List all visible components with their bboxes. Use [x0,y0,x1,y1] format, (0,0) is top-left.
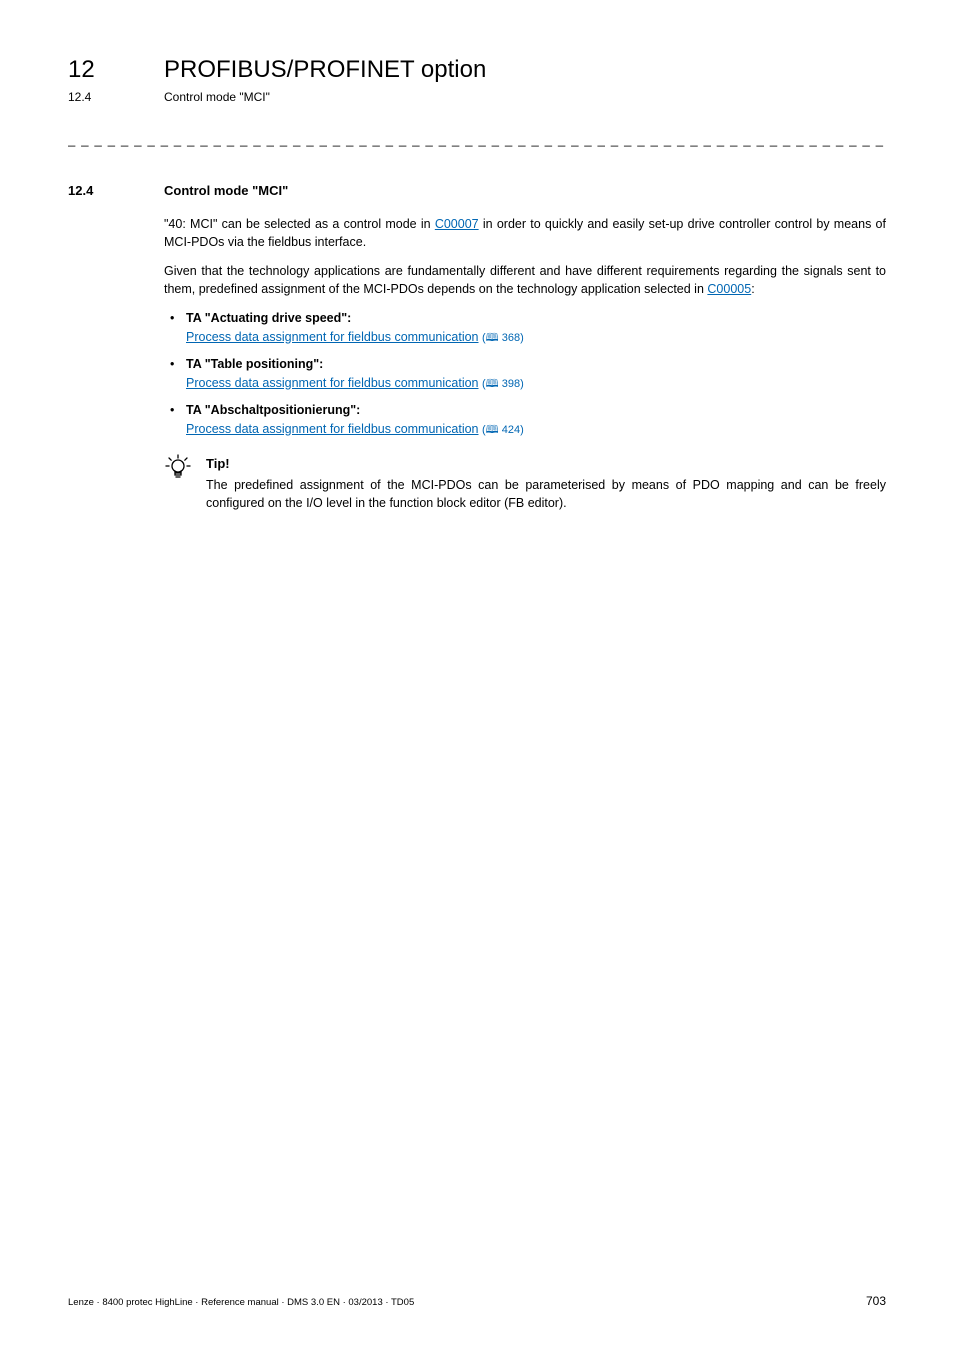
footer-left: Lenze · 8400 protec HighLine · Reference… [68,1297,414,1308]
list-item: TA "Actuating drive speed": Process data… [176,310,886,346]
chapter-title: PROFIBUS/PROFINET option [164,56,486,84]
bullet-list: TA "Actuating drive speed": Process data… [164,310,886,438]
p2-text-a: Given that the technology applications a… [164,264,886,296]
bullet-head: TA "Abschaltpositionierung": [186,403,360,417]
link-process-data-0[interactable]: Process data assignment for fieldbus com… [186,330,479,344]
tip-label: Tip! [206,456,886,471]
link-c00007[interactable]: C00007 [435,217,479,231]
page-ref: (🕮 398) [482,378,524,390]
bullet-head: TA "Actuating drive speed": [186,311,351,325]
bullet-head: TA "Table positioning": [186,357,323,371]
page-number: 703 [866,1294,886,1308]
link-process-data-1[interactable]: Process data assignment for fieldbus com… [186,376,479,390]
section-number: 12.4 [68,183,128,198]
list-item: TA "Abschaltpositionierung": Process dat… [176,402,886,438]
header-sub-number: 12.4 [68,90,128,104]
tip-text: The predefined assignment of the MCI-PDO… [206,477,886,512]
chapter-number: 12 [68,56,128,84]
link-process-data-2[interactable]: Process data assignment for fieldbus com… [186,422,479,436]
divider-rule: _ _ _ _ _ _ _ _ _ _ _ _ _ _ _ _ _ _ _ _ … [68,132,886,147]
page-ref: (🕮 368) [482,332,524,344]
tip-block: Tip! The predefined assignment of the MC… [164,452,886,512]
lightbulb-icon [164,454,192,487]
section-title: Control mode "MCI" [164,183,288,198]
body-text: "40: MCI" can be selected as a control m… [164,216,886,298]
p1-text-a: "40: MCI" can be selected as a control m… [164,217,435,231]
page-footer: Lenze · 8400 protec HighLine · Reference… [68,1294,886,1308]
list-item: TA "Table positioning": Process data ass… [176,356,886,392]
header-sub-title: Control mode "MCI" [164,90,270,104]
p2-text-b: : [751,282,754,296]
link-c00005[interactable]: C00005 [707,282,751,296]
page-ref: (🕮 424) [482,424,524,436]
